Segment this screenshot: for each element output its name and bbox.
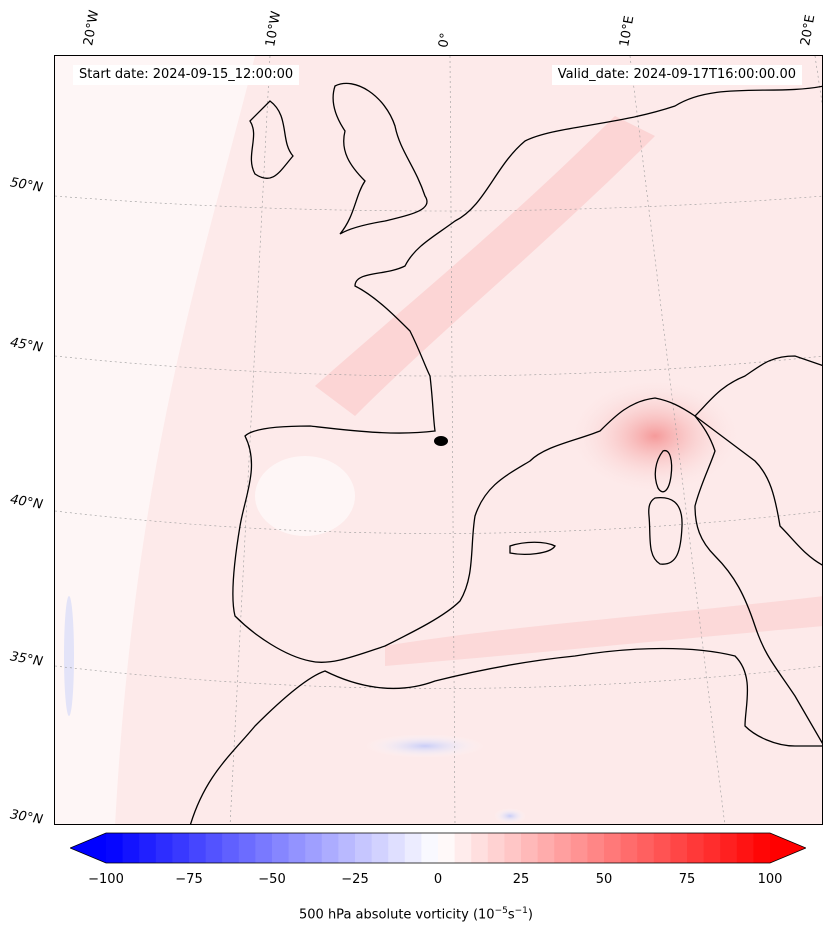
map-panel[interactable] — [54, 55, 823, 825]
colorbar-label-exp1: −5 — [494, 906, 508, 916]
colorbar-segment — [587, 833, 605, 863]
colorbar-tick-label: −50 — [258, 872, 286, 887]
graticule — [55, 56, 822, 824]
colorbar-segment — [620, 833, 638, 863]
italy-outline — [694, 355, 822, 744]
ireland-outline — [249, 100, 294, 179]
colorbar-segment — [421, 833, 439, 863]
lon-label-20e: 20°E — [798, 13, 819, 47]
light-patch-iberia — [255, 456, 355, 536]
colorbar-label-exp2: −1 — [514, 906, 528, 916]
colorbar-outline — [70, 832, 806, 864]
colorbar-segment — [388, 833, 406, 863]
colorbar-segment — [454, 833, 472, 863]
lat-label-35n: 35°N — [8, 649, 44, 670]
colorbar-segment — [404, 833, 422, 863]
colorbar-segment — [355, 833, 373, 863]
colorbar-segment — [753, 833, 771, 863]
colorbar-tick-label: 0 — [433, 872, 443, 887]
negative-streak-west — [64, 596, 74, 716]
colorbar-segment — [305, 833, 323, 863]
negative-patch-south — [494, 808, 526, 824]
colorbar-segment — [139, 833, 157, 863]
corsica-outline — [654, 449, 673, 493]
colorbar-segment — [736, 833, 754, 863]
vorticity-band-mediterranean — [385, 596, 822, 666]
colorbar-segment — [272, 833, 290, 863]
colorbar-segment — [604, 833, 622, 863]
lat-label-40n: 40°N — [8, 492, 44, 513]
colorbar-segment — [122, 833, 140, 863]
colorbar — [70, 832, 806, 864]
colorbar-segment — [205, 833, 223, 863]
colorbar-segment — [321, 833, 339, 863]
marker-dot — [434, 436, 448, 446]
colorbar-segment — [438, 833, 456, 863]
valid-date-label: Valid_date: 2024-09-17T16:00:00.00 — [551, 65, 802, 85]
colorbar-tick-label: 100 — [757, 872, 783, 887]
colorbar-segment — [288, 833, 306, 863]
colorbar-segment — [537, 833, 555, 863]
colorbar-segment — [670, 833, 688, 863]
colorbar-segment — [653, 833, 671, 863]
colorbar-segment — [637, 833, 655, 863]
lat-label-30n: 30°N — [8, 807, 44, 828]
vorticity-field — [55, 56, 822, 824]
colorbar-segment — [487, 833, 505, 863]
lat-label-50n: 50°N — [8, 175, 44, 196]
balearic-islands-outline — [509, 541, 556, 555]
colorbar-max-arrow — [770, 833, 806, 863]
colorbar-segment — [504, 833, 522, 863]
lon-label-0: 0° — [436, 31, 454, 49]
lon-label-20w: 20°W — [81, 9, 103, 48]
colorbar-tick-label: −75 — [175, 872, 203, 887]
colorbar-segment — [222, 833, 240, 863]
colorbar-segment — [554, 833, 572, 863]
colorbar-segment — [371, 833, 389, 863]
colorbar-segment — [521, 833, 539, 863]
colorbar-tick-label: 50 — [595, 872, 613, 887]
north-africa-coastline — [189, 647, 822, 824]
start-date-label: Start date: 2024-09-15_12:00:00 — [73, 65, 300, 85]
continental-coastline — [232, 85, 822, 663]
colorbar-segment — [255, 833, 273, 863]
colorbar-segment — [687, 833, 705, 863]
lat-label-45n: 45°N — [8, 335, 44, 356]
colorbar-segment — [238, 833, 256, 863]
negative-patch-africa — [365, 734, 485, 758]
lon-label-10w: 10°W — [263, 10, 285, 49]
colorbar-segment — [155, 833, 173, 863]
light-band — [55, 56, 255, 824]
colorbar-label-end: ) — [527, 907, 533, 923]
vorticity-band-biscay — [315, 116, 655, 416]
colorbar-segment — [189, 833, 207, 863]
britain-outline — [332, 82, 428, 235]
colorbar-segment — [172, 833, 190, 863]
colorbar-tick-label: −100 — [88, 872, 124, 887]
sardinia-outline — [648, 496, 683, 565]
colorbar-label-mid: s — [507, 907, 515, 923]
colorbar-segment — [570, 833, 588, 863]
colorbar-segment — [471, 833, 489, 863]
colorbar-tick-label: 25 — [512, 872, 530, 887]
colorbar-segment — [720, 833, 738, 863]
colorbar-tick-label: 75 — [678, 872, 696, 887]
colorbar-segment — [106, 833, 124, 863]
colorbar-tick-label: −25 — [341, 872, 369, 887]
colorbar-segment — [338, 833, 356, 863]
colorbar-segment — [703, 833, 721, 863]
lon-label-10e: 10°E — [617, 14, 638, 48]
colorbar-min-arrow — [70, 833, 106, 863]
coastlines — [189, 82, 822, 824]
colorbar-label: 500 hPa absolute vorticity (10−5s−1) — [0, 906, 832, 922]
colorbar-label-main: 500 hPa absolute vorticity (10 — [299, 907, 495, 923]
vorticity-max-ligurian — [565, 376, 745, 496]
